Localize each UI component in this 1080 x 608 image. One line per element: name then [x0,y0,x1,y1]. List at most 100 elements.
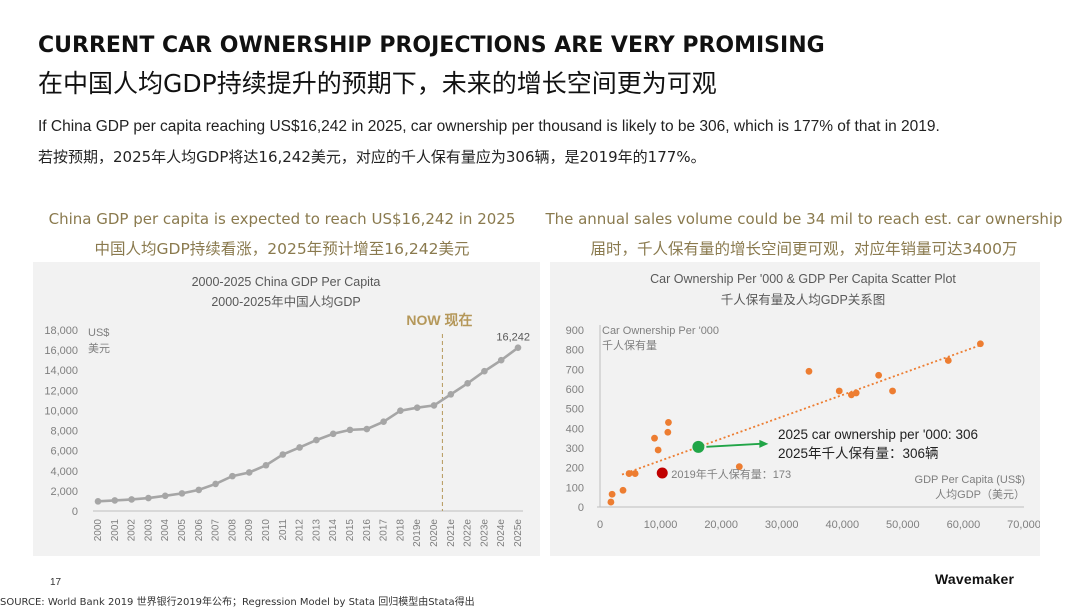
scatter-point [664,428,672,436]
x-tick-label: 2000 [93,519,104,542]
gdp-line-chart: 2000-2025 China GDP Per Capita 2000-2025年… [44,275,530,547]
y-tick-label: 800 [566,345,584,357]
point-2025 [692,440,705,453]
x-tick-label: 2025e [513,519,524,547]
gdp-data-point [313,436,320,444]
x-tick-label: 10,000 [644,519,678,531]
gdp-data-point [397,407,404,414]
x-tick-label: 2004 [160,519,171,542]
chart-subtitle: 千人保有量及人均GDP关系图 [721,293,886,307]
gdp-data-point [161,492,169,500]
gdp-data-point [296,444,303,451]
x-tick-label: 2016 [362,519,373,542]
y-tick-label: 4,000 [50,466,78,478]
scatter-point [625,470,633,477]
chart-subtitle: 2000-2025年中国人均GDP [211,294,360,309]
gdp-line-chart-panel: 2000-2025 China GDP Per Capita 2000-2025年… [33,262,540,556]
left-caption-en: China GDP per capita is expected to reac… [48,210,516,228]
arrow-2025-line [706,442,761,448]
x-tick-label: 2013 [311,519,322,542]
y-tick-label: 12,000 [44,385,78,397]
x-tick-label: 0 [597,519,603,531]
x-tick-label: 2024e [496,519,507,547]
gdp-data-point [430,402,438,409]
gdp-data-point [245,469,253,476]
scatter-point [805,367,813,375]
x-tick-label: 2002 [127,519,138,542]
label-2025-en: 2025 car ownership per '000: 306 [778,427,978,442]
x-tick-label: 2011 [278,519,289,541]
gdp-data-point [229,472,236,480]
x-tick-label: 50,000 [886,519,920,531]
left-caption-zh: 中国人均GDP持续看涨，2025年预计增至16,242美元 [94,240,470,258]
chart-title: Car Ownership Per '000 & GDP Per Capita … [650,272,956,286]
y-axis-label-en: US$ [88,327,109,339]
x-tick-label: 2020e [429,519,440,547]
gdp-data-point [346,426,354,434]
gdp-data-point [497,356,505,364]
gdp-data-point [128,496,135,503]
x-tick-label: 40,000 [825,519,859,531]
y-tick-label: 0 [578,502,584,514]
y-tick-label: 16,000 [44,345,78,357]
gdp-data-point [329,430,337,438]
subtitle-zh: 若按预期，2025年人均GDP将达16,242美元，对应的千人保有量应为306辆… [38,148,706,166]
x-tick-label: 2010 [261,519,272,542]
label-2019: 2019年千人保有量：173 [671,467,791,481]
chart-title: 2000-2025 China GDP Per Capita [192,275,381,289]
scatter-point [976,340,984,348]
scatter-point [875,371,883,379]
y-tick-label: 10,000 [44,405,78,417]
x-tick-label: 2018 [395,519,406,542]
gdp-data-point [195,486,203,494]
x-tick-label: 2008 [227,519,238,542]
x-tick-label: 2001 [110,519,121,542]
gdp-data-point [145,494,152,502]
y-tick-label: 14,000 [44,365,78,377]
x-axis-label-zh: 人均GDP（美元） [935,488,1025,501]
label-2025-zh: 2025年千人保有量：306辆 [778,446,939,461]
y-tick-label: 500 [566,404,584,416]
right-caption-zh: 届时，千人保有量的增长空间更可观，对应年销量可达3400万 [590,240,1018,258]
x-tick-label: 70,000 [1007,519,1040,531]
gdp-data-point [464,379,471,387]
y-tick-label: 300 [566,443,584,455]
gdp-data-point [363,425,371,433]
scatter-point [944,357,952,364]
gdp-data-point [178,490,186,497]
x-tick-label: 2023e [479,519,490,547]
x-tick-label: 2007 [211,519,222,542]
x-tick-label: 2003 [143,519,154,542]
wavemaker-logo: Wavemaker [935,571,1015,587]
gdp-data-point [111,497,119,504]
y-tick-label: 0 [72,506,78,518]
scatter-point [607,498,615,506]
x-tick-label: 2005 [177,519,188,542]
x-tick-label: 2006 [194,519,205,542]
x-tick-label: 2021e [446,519,457,547]
x-tick-label: 30,000 [765,519,799,531]
scatter-point [665,419,672,426]
arrow-2025-head [759,439,769,448]
scatter-point [835,387,843,395]
x-tick-label: 2009 [244,519,255,542]
y-axis-label-zh: 千人保有量 [602,338,657,352]
gdp-data-point [514,344,522,351]
x-tick-label: 2019e [412,519,423,547]
page-number: 17 [50,577,62,588]
y-axis-label-en: Car Ownership Per '000 [602,325,719,337]
right-caption-en: The annual sales volume could be 34 mil … [545,210,1063,228]
y-tick-label: 700 [566,364,584,376]
gdp-data-point [94,498,102,505]
gdp-data-point [413,404,421,411]
gdp-series-line [97,346,519,503]
scatter-chart: Car Ownership Per '000 & GDP Per Capita … [566,272,1040,531]
y-tick-label: 8,000 [50,426,78,438]
y-tick-label: 100 [566,482,584,494]
trend-line [621,343,982,476]
page-title-zh: 在中国人均GDP持续提升的预期下，未来的增长空间更为可观 [38,69,717,98]
y-tick-label: 6,000 [50,446,78,458]
scatter-point [608,490,616,498]
y-axis-label-zh: 美元 [88,342,110,355]
y-tick-label: 600 [566,384,584,396]
